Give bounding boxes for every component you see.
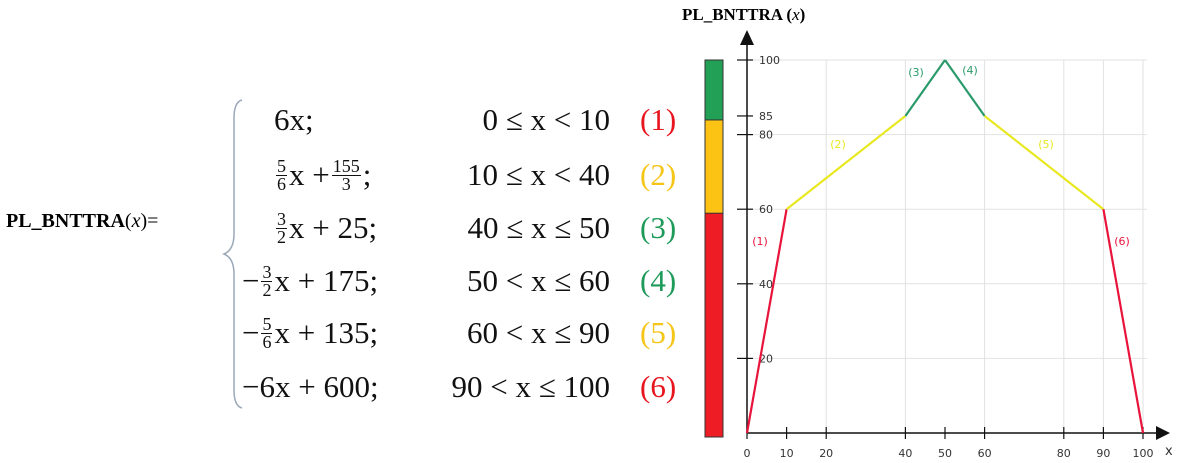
y-tick-label: 20: [759, 352, 773, 365]
color-band: [704, 59, 724, 121]
series-line-5: [983, 115, 1105, 211]
semicolon: ;: [362, 157, 372, 192]
minus-sign: −: [242, 315, 260, 350]
series-line-4: [944, 59, 986, 117]
piece-expression: −6x + 600;: [240, 369, 427, 405]
series-label: (6): [1114, 235, 1130, 248]
expression-text: x + 25;: [289, 210, 378, 245]
series-label: (2): [830, 138, 846, 151]
chart-title: PL_BNTTRA (x): [682, 5, 806, 24]
piece-condition: 60 < x ≤ 90: [467, 315, 610, 350]
expression-text: x + 135;: [274, 315, 379, 350]
x-tick-label: 0: [744, 447, 751, 460]
piece-tag: (2): [640, 157, 677, 192]
equals-sign: =: [147, 210, 159, 232]
x-tick-label: 10: [780, 447, 794, 460]
x-tick-label: 50: [938, 447, 952, 460]
x-tick-label: 100: [1133, 447, 1154, 460]
x-tick-label: 20: [819, 447, 833, 460]
y-tick-label: 60: [759, 203, 773, 216]
y-tick-label: 40: [759, 278, 773, 291]
piece-tag: (5): [640, 315, 677, 350]
y-tick-label: 80: [759, 129, 773, 142]
left-brace: [221, 99, 243, 409]
series-label: (5): [1038, 138, 1054, 151]
function-arg: x: [131, 210, 141, 232]
x-tick-label: 40: [898, 447, 912, 460]
piece-tag: (1): [640, 102, 677, 137]
function-name: PL_BNTTRA: [6, 210, 125, 232]
series-line-1: [745, 209, 788, 434]
series-line-3: [904, 59, 946, 117]
y-tick-label: 85: [759, 110, 773, 123]
piece-tag: (4): [640, 263, 677, 298]
fraction: 155 3: [331, 155, 361, 194]
x-tick-label: 90: [1096, 447, 1110, 460]
piece-condition: 50 < x ≤ 60: [467, 263, 610, 298]
expression-text: 6x;: [274, 102, 314, 137]
function-label: PL_BNTTRA(x)=: [6, 210, 159, 232]
expression-text: x +: [289, 157, 330, 192]
piece-expression: 6x;: [240, 102, 459, 138]
series-line-2: [785, 115, 907, 211]
y-tick-label: 100: [759, 54, 780, 67]
piece-expression: −5 6 x + 135;: [240, 315, 427, 351]
x-tick-label: 80: [1057, 447, 1071, 460]
piece-condition: 10 ≤ x < 40: [467, 157, 610, 192]
series-line-6: [1102, 209, 1145, 434]
expression-text: x + 175;: [274, 263, 379, 298]
series-label: (1): [752, 235, 768, 248]
series-label: (3): [908, 66, 924, 79]
x-axis-label: x: [1165, 444, 1173, 459]
color-band: [704, 115, 724, 214]
piece-tag: (6): [640, 369, 677, 404]
series-label: (4): [962, 64, 978, 77]
minus-sign: −: [242, 263, 260, 298]
piece-tag: (3): [640, 210, 677, 245]
x-tick-label: 60: [978, 447, 992, 460]
expression-text: −6x + 600;: [242, 369, 379, 404]
piece-condition: 40 ≤ x ≤ 50: [467, 210, 610, 245]
piece-condition: 0 ≤ x < 10: [482, 102, 611, 137]
piece-condition: 90 < x ≤ 100: [451, 369, 611, 404]
piece-expression: −3 2 x + 175;: [240, 263, 427, 299]
y-axis-arrow: [740, 30, 754, 45]
x-axis-arrow: [1156, 426, 1170, 440]
color-band: [704, 208, 724, 438]
